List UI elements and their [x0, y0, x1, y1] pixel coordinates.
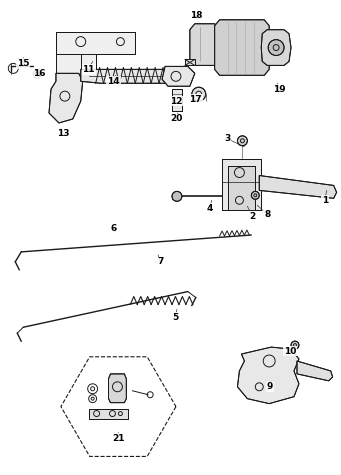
Text: 10: 10: [284, 347, 296, 356]
Text: 5: 5: [172, 313, 178, 322]
Polygon shape: [185, 59, 195, 66]
Polygon shape: [56, 32, 135, 76]
Polygon shape: [259, 175, 337, 199]
Circle shape: [291, 341, 299, 349]
Text: 16: 16: [33, 69, 45, 78]
Polygon shape: [214, 20, 269, 76]
Bar: [172, 89, 182, 111]
Polygon shape: [162, 66, 195, 86]
Polygon shape: [81, 69, 180, 83]
Text: 7: 7: [157, 257, 163, 266]
Text: 19: 19: [273, 85, 285, 94]
Text: 11: 11: [83, 65, 95, 74]
Bar: [172, 89, 182, 111]
Circle shape: [237, 136, 247, 146]
Text: 4: 4: [207, 204, 213, 213]
Text: 3: 3: [224, 134, 231, 143]
Circle shape: [268, 39, 284, 56]
Polygon shape: [49, 73, 83, 123]
Text: 17: 17: [190, 95, 202, 104]
Text: 6: 6: [110, 224, 117, 233]
Circle shape: [172, 191, 182, 201]
Text: 9: 9: [267, 382, 273, 391]
Text: 2: 2: [249, 212, 255, 221]
Polygon shape: [190, 24, 220, 66]
Polygon shape: [237, 347, 299, 404]
Polygon shape: [56, 54, 81, 76]
Text: 20: 20: [170, 114, 182, 124]
Polygon shape: [227, 166, 255, 210]
Text: 1: 1: [322, 196, 328, 205]
Text: 14: 14: [107, 77, 120, 86]
Polygon shape: [108, 374, 127, 403]
Text: 12: 12: [170, 96, 182, 105]
Polygon shape: [297, 361, 333, 381]
Text: 15: 15: [17, 59, 29, 68]
Circle shape: [251, 191, 259, 200]
Circle shape: [192, 87, 206, 101]
Text: 8: 8: [264, 209, 270, 218]
Text: 18: 18: [190, 11, 202, 20]
Polygon shape: [89, 408, 128, 418]
Polygon shape: [261, 30, 291, 66]
Polygon shape: [222, 159, 261, 210]
Text: 21: 21: [112, 434, 125, 443]
Text: 13: 13: [57, 129, 69, 138]
